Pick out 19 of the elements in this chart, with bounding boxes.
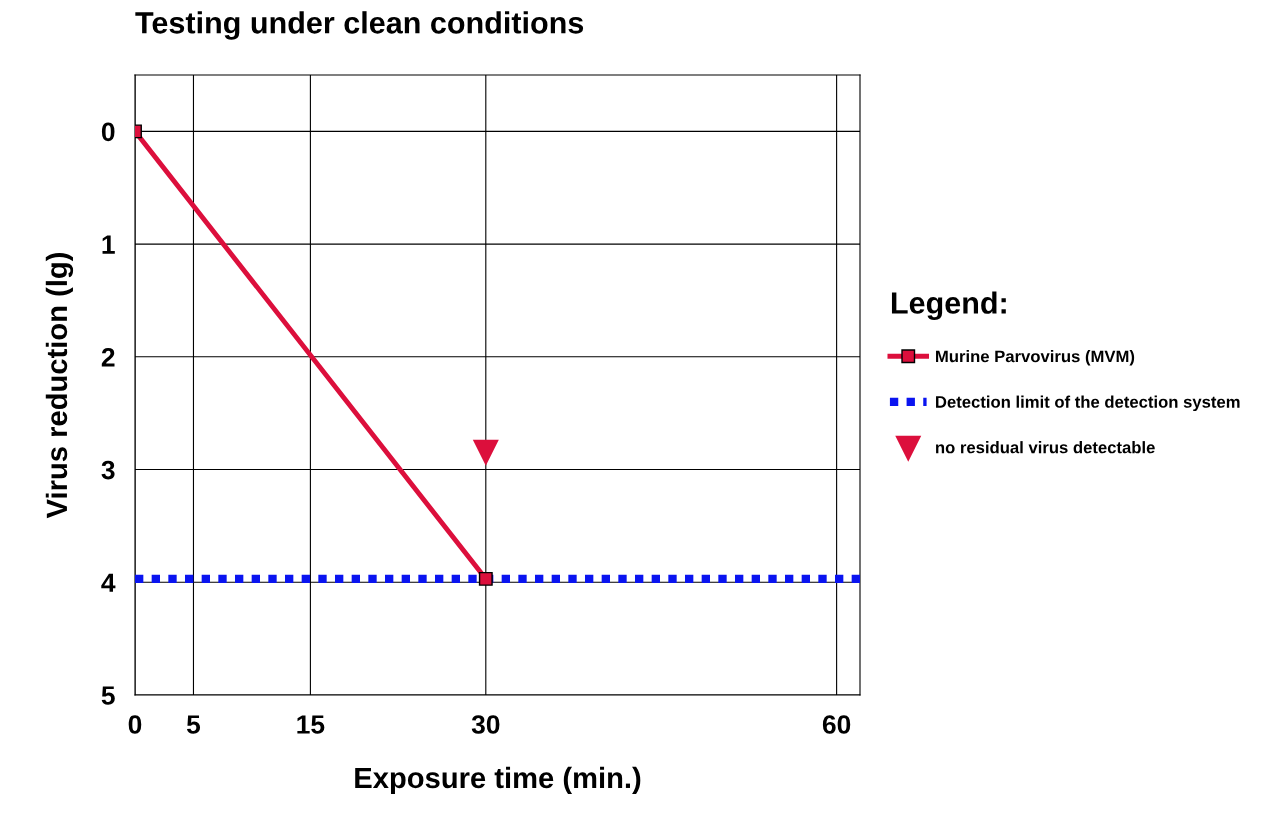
- y-tick-label: 4: [101, 573, 116, 592]
- legend-label: Murine Parvovirus (MVM): [936, 350, 1135, 366]
- chart-title: Testing under clean conditions: [135, 11, 584, 40]
- legend-label: Detection limit of the detection system: [936, 395, 1240, 412]
- y-tick-label: 1: [102, 235, 115, 254]
- x-tick-label: 15: [297, 715, 325, 734]
- x-axis-title: Exposure time (min.): [355, 766, 641, 795]
- x-tick-label: 0: [128, 715, 142, 734]
- legend-title: Legend:: [891, 291, 1006, 321]
- x-tick-label: 30: [471, 715, 500, 734]
- y-tick-label: 5: [101, 686, 115, 705]
- y-axis-title: Virus reduction (lg): [45, 253, 74, 519]
- y-tick-label: 2: [101, 347, 115, 367]
- x-tick-label: 60: [822, 715, 851, 734]
- y-tick-label: 0: [101, 122, 115, 142]
- point: [472, 439, 499, 466]
- x-tick-label: 5: [186, 715, 201, 734]
- legend-label: no residual virus detectable: [936, 441, 1155, 454]
- y-tick-label: 3: [101, 460, 115, 480]
